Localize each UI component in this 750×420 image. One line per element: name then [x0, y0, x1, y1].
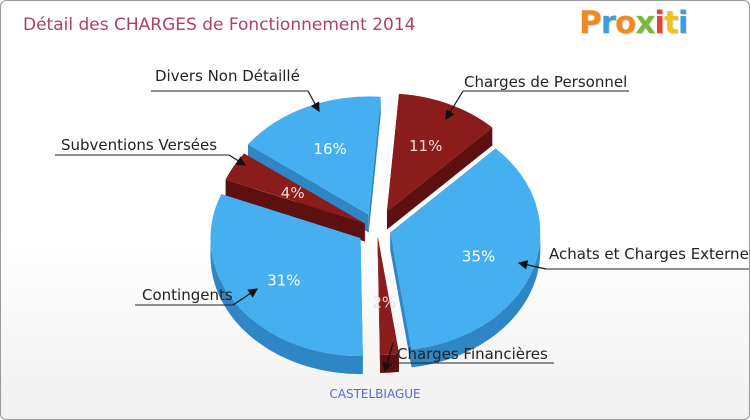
pie-slice [390, 148, 541, 350]
pie-slice [225, 153, 365, 224]
callout-arrow [307, 90, 320, 113]
slice-category-label: Charges de Personnel [464, 73, 627, 91]
callout-arrow [232, 288, 258, 306]
slice-cut-face [225, 179, 365, 242]
slice-category-label: Contingents [142, 286, 233, 304]
brand-logo: Proxiti [579, 5, 688, 41]
slice-category-label: Achats et Charges Externes [549, 245, 749, 263]
slice-percent-label: 31% [267, 272, 300, 290]
pie-tops [210, 93, 541, 357]
slice-side [210, 239, 363, 375]
callout-arrow [228, 154, 247, 166]
slice-category-label: Subventions Versées [61, 136, 217, 154]
pie-labels: 11% 35% 2% 31% 4% 16% [267, 137, 495, 312]
slice-cut-face [377, 236, 381, 373]
pie-slice [377, 237, 399, 355]
pie-slice [210, 194, 363, 357]
pie-slice [248, 96, 381, 215]
slice-percent-label: 16% [313, 140, 346, 158]
slice-side [411, 235, 541, 368]
slice-cut-face [386, 127, 493, 230]
pie-slice [387, 93, 493, 212]
callout-arrow [517, 260, 547, 270]
slice-category-label: Divers Non Détaillé [155, 67, 300, 85]
commune-name: CASTELBIAGUE [329, 387, 421, 401]
slice-category-label: Charges Financières [397, 345, 548, 363]
callout-arrow [445, 90, 464, 121]
slice-percent-label: 11% [409, 137, 442, 155]
slice-percent-label: 35% [462, 247, 495, 265]
slice-percent-label: 4% [281, 184, 305, 202]
callouts: Charges de Personnel Achats et Charges Ex… [55, 67, 749, 373]
chart-title: Détail des CHARGES de Fonctionnement 201… [23, 15, 416, 35]
slice-percent-label: 2% [372, 294, 396, 312]
slice-cut-face [390, 232, 412, 368]
callout-arrow [382, 342, 394, 373]
slice-cut-face [368, 96, 381, 233]
